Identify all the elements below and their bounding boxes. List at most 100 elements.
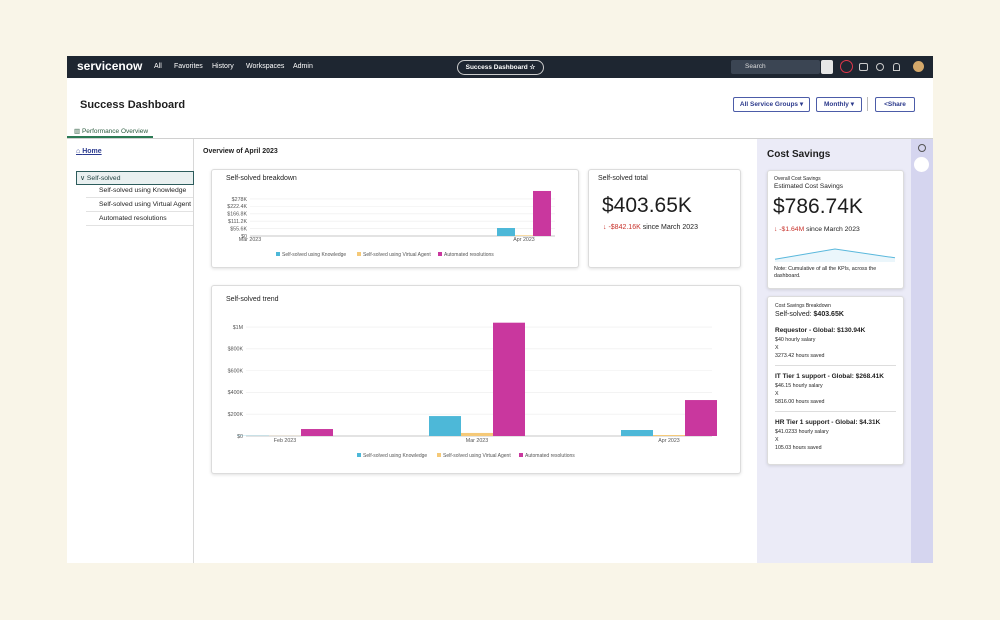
y-tick-label: $166.8K [227, 212, 247, 218]
item-hours: 105.03 hours saved [775, 445, 822, 451]
bar [301, 429, 333, 436]
item-title: Requestor - Global: $130.94K [775, 327, 866, 334]
total-card [588, 169, 741, 268]
sparkline-area [775, 249, 895, 262]
item-op: X [775, 345, 779, 351]
overview-title: Overview of April 2023 [203, 148, 278, 155]
note: Note: Cumulative of all the KPIs, across… [774, 266, 877, 279]
logo: servicenow [77, 59, 143, 73]
y-tick-label: $800K [228, 347, 244, 353]
legend-label: Self-solved using Knowledge [282, 252, 346, 258]
card-label: Cost Savings Breakdown [775, 303, 831, 309]
menu-item[interactable]: History [212, 63, 234, 70]
tab[interactable]: ▥ Performance Overview [74, 128, 149, 135]
trend-card [211, 285, 741, 474]
breakdown-item: Requestor - Global: $130.94K $40 hourly s… [775, 320, 896, 366]
card-label: Overall Cost Savings [774, 176, 821, 182]
page-title: Success Dashboard [80, 99, 186, 111]
y-tick-label: $600K [228, 368, 244, 374]
card-title: Self-solved total [598, 175, 648, 182]
center-tab[interactable]: Success Dashboard ☆ [457, 60, 544, 75]
total: $403.65K [813, 311, 844, 318]
y-tick-label: $0 [241, 234, 247, 240]
tab-label: Performance Overview [81, 128, 149, 135]
y-tick-label: $111.2K [228, 219, 247, 225]
bar [461, 432, 493, 436]
overall-change: ↓ -$1.64M since March 2023 [774, 226, 860, 233]
item-salary: $46.15 hourly salary [775, 383, 823, 389]
help-icon[interactable] [918, 144, 926, 152]
bell-icon[interactable] [893, 63, 900, 71]
legend-swatch [357, 252, 361, 256]
since: since March 2023 [806, 226, 860, 233]
item-title: IT Tier 1 support - Global: $268.41K [775, 373, 884, 380]
legend-swatch [357, 453, 361, 457]
item-salary: $41.0233 hourly salary [775, 429, 829, 435]
info-button[interactable] [914, 157, 929, 172]
sidebar-item[interactable]: Self-solved using Knowledge [99, 187, 187, 194]
bar [429, 416, 461, 436]
menu-item[interactable]: All [154, 63, 162, 70]
card-title: Self-solved breakdown [226, 175, 297, 182]
legend-swatch [437, 453, 441, 457]
search-dropdown[interactable] [821, 60, 833, 74]
selected-group[interactable] [76, 171, 194, 185]
menu-item[interactable]: Workspaces [246, 63, 285, 70]
help-icon[interactable] [876, 63, 884, 71]
separator [86, 225, 193, 226]
share-label: Share [887, 101, 906, 108]
filter-button[interactable]: Monthly ▾ [816, 97, 862, 112]
search-box[interactable] [731, 60, 820, 74]
bar [685, 400, 717, 436]
menu-item[interactable]: Favorites [174, 63, 203, 70]
y-tick-label: $400K [228, 390, 244, 396]
sidebar-item[interactable]: Automated resolutions [99, 215, 167, 222]
legend-swatch [519, 453, 523, 457]
change-text: -$1.64M [779, 226, 805, 233]
x-tick-label: Mar 2023 [466, 438, 488, 444]
nav-bar [67, 56, 933, 78]
sidebar-item[interactable]: Self-solved using Virtual Agent [99, 201, 192, 208]
bar [515, 235, 533, 236]
filter-button[interactable]: All Service Groups ▾ [733, 97, 810, 112]
item-hours: 3273.42 hours saved [775, 353, 825, 359]
item-list: Requestor - Global: $130.94K $40 hourly s… [775, 320, 896, 457]
breakdown-total: Self-solved: $403.65K [775, 310, 896, 320]
avatar[interactable] [913, 61, 924, 72]
item-salary: $40 hourly salary [775, 337, 816, 343]
y-tick-label: $1M [233, 325, 243, 331]
home-label: Home [82, 148, 102, 155]
home-link[interactable]: ⌂ Home [76, 148, 102, 155]
legend-label: Automated resolutions [525, 453, 575, 459]
y-tick-label: $200K [228, 412, 244, 418]
prefix: Self-solved: [775, 311, 812, 318]
sidebar-border [193, 139, 194, 563]
total-change: ↓ -$842.16K since March 2023 [603, 224, 698, 231]
card-title: Estimated Cost Savings [774, 183, 844, 190]
search-placeholder: Search [745, 63, 766, 70]
bar [533, 190, 551, 236]
bar [493, 322, 525, 436]
share-button[interactable]: <Share [875, 97, 915, 112]
globe-icon[interactable] [840, 60, 853, 73]
y-tick-label: $55.6K [230, 226, 247, 232]
legend-label: Self-solved using Knowledge [363, 453, 427, 459]
legend-label: Self-solved using Virtual Agent [363, 252, 431, 258]
since: since March 2023 [642, 224, 698, 231]
breakdown-card: Cost Savings Breakdown Self-solved: $403… [767, 296, 904, 465]
menu-item[interactable]: Admin [293, 63, 313, 70]
separator [86, 197, 193, 198]
group-label: ∨ Self-solved [80, 175, 121, 182]
filter-label: All Service Groups [739, 101, 799, 108]
bar [653, 435, 685, 436]
x-tick-label: Apr 2023 [513, 237, 535, 243]
total-value: $403.65K [602, 194, 692, 217]
group-text: Self-solved [86, 175, 121, 182]
y-tick-label: $0 [237, 434, 243, 440]
change-text: -$842.16K [608, 224, 641, 231]
change-value: ↓ -$842.16K [603, 224, 641, 231]
chat-icon[interactable] [859, 63, 868, 71]
item-hours: 5816.00 hours saved [775, 399, 825, 405]
tab-underline [67, 136, 153, 138]
